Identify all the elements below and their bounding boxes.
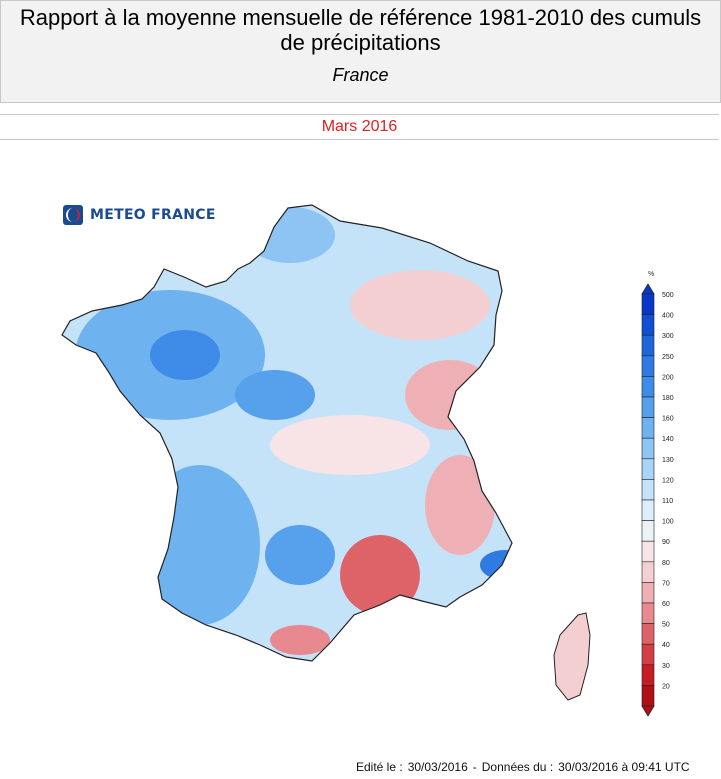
france-outline (61, 204, 513, 662)
data-label: Données du : (481, 760, 554, 774)
legend-swatch (641, 396, 655, 418)
zone-alps-dry (425, 455, 495, 555)
legend-swatch (641, 355, 655, 377)
legend-tick-label: 180 (662, 395, 674, 402)
page-title: Rapport à la moyenne mensuelle de référe… (1, 5, 720, 55)
zone-cevennes-dry (340, 535, 420, 615)
legend-swatch (641, 479, 655, 501)
zone-north-wet (245, 207, 335, 263)
legend-swatch (641, 643, 655, 666)
zone-northeast-dry (350, 270, 490, 340)
meteo-france-logo: METEO FRANCE (63, 205, 216, 225)
meteo-france-logo-icon (63, 205, 83, 225)
legend-arrow-top (641, 283, 655, 295)
legend-tick-label: 120 (662, 477, 674, 484)
legend-swatch (641, 685, 655, 707)
legend-swatch (641, 458, 655, 480)
edited-label: Edité le : (356, 760, 403, 774)
legend-tick-label: 130 (662, 457, 674, 464)
region-subtitle: France (332, 65, 389, 85)
legend-swatch (641, 602, 655, 624)
legend-tick-label: 40 (662, 642, 670, 649)
legend-swatch (641, 664, 655, 686)
legend-swatch (641, 293, 655, 315)
legend-tick-label: 400 (662, 313, 674, 320)
legend-tick-label: 20 (662, 683, 670, 690)
legend-tick-label: 70 (662, 580, 670, 587)
zone-center-dry (270, 415, 430, 475)
legend-swatch (641, 314, 655, 336)
title-line-2: de précipitations (280, 30, 441, 55)
legend-arrow-bottom (641, 705, 655, 717)
footer-info: Edité le : 30/03/2016- Données du : 30/03/2… (356, 760, 695, 774)
precipitation-map (50, 195, 630, 715)
zone-southwest-wet (140, 465, 260, 625)
legend-tick-label: 250 (662, 354, 674, 361)
zone-pyrenees-dry (270, 625, 330, 655)
legend-tick-label: 60 (662, 601, 670, 608)
logo-text: METEO FRANCE (90, 207, 216, 223)
legend-unit: % (648, 271, 654, 278)
legend-swatch (641, 582, 655, 604)
header-panel: Rapport à la moyenne mensuelle de référe… (0, 0, 721, 103)
legend-swatch (641, 623, 655, 645)
zone-nice-wet (480, 550, 512, 580)
zone-brittany-core (150, 330, 220, 380)
legend-tick-label: 300 (662, 333, 674, 340)
corsica-outline (553, 612, 591, 701)
legend-tick-label: 100 (662, 519, 674, 526)
legend-swatch (641, 520, 655, 542)
legend-swatch (641, 561, 655, 583)
legend-tick-label: 200 (662, 374, 674, 381)
legend-swatch (641, 540, 655, 563)
zone-loire-wet (235, 370, 315, 420)
france-map-svg (61, 204, 591, 701)
legend-tick-label: 140 (662, 436, 674, 443)
legend-tick-label: 110 (662, 498, 673, 505)
legend-tick-label: 30 (662, 663, 670, 670)
edited-date: 30/03/2016 (407, 760, 468, 774)
legend-tick-label: 50 (662, 622, 670, 629)
period-label: Mars 2016 (321, 118, 398, 135)
legend-svg: % 500 400 300 250 200 180 160 140 130 120 110 100 90… (641, 271, 674, 717)
data-date: 30/03/2016 à 09:41 UTC (558, 760, 690, 774)
legend-swatch (641, 334, 655, 357)
legend-swatch (641, 499, 655, 521)
legend-swatch (641, 417, 655, 439)
period-bar: Mars 2016 (0, 114, 719, 140)
color-legend: % 500 400 300 250 200 180 160 140 130 120 110 100 90… (636, 268, 706, 718)
title-line-1: Rapport à la moyenne mensuelle de référe… (19, 5, 702, 30)
footer-separator: - (472, 760, 477, 774)
legend-swatch (641, 376, 655, 398)
zone-massif-wet (265, 525, 335, 585)
legend-swatch (641, 437, 655, 460)
legend-tick-label: 160 (662, 416, 674, 423)
legend-tick-label: 80 (662, 560, 670, 567)
legend-tick-label: 500 (662, 292, 674, 299)
legend-tick-label: 90 (662, 539, 670, 546)
